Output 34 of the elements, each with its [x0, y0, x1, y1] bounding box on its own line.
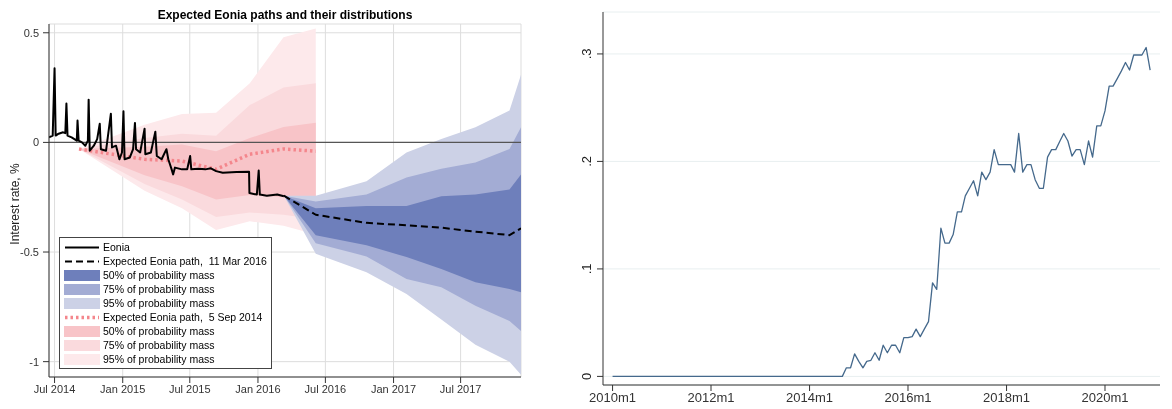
x-tick-label: Jan 2016 — [235, 382, 281, 395]
y-tick-label: .1 — [579, 263, 594, 275]
y-tick-label: 0 — [32, 136, 39, 149]
line-series — [77, 147, 318, 172]
legend-label: 95% of probability mass — [103, 296, 215, 310]
x-tick-label: 2010m1 — [589, 390, 637, 406]
legend-label: Expected Eonia path, 11 Mar 2016 — [103, 254, 267, 268]
legend-label: Eonia — [103, 240, 130, 254]
y-tick-label: -1 — [29, 355, 39, 368]
x-tick-label: 2014m1 — [786, 390, 834, 406]
legend-label: 95% of probability mass — [103, 352, 215, 366]
line-series — [611, 46, 1151, 378]
y-axis-title: Interest rate, % — [8, 163, 22, 245]
y-tick-label: 0 — [579, 372, 594, 381]
legend-label: 75% of probability mass — [103, 282, 215, 296]
x-tick-label: 2020m1 — [1081, 390, 1129, 406]
x-tick-label: Jul 2014 — [33, 382, 76, 395]
legend-label: 50% of probability mass — [103, 324, 215, 338]
x-tick-label: Jan 2015 — [100, 382, 146, 395]
legend-label: Expected Eonia path, 5 Sep 2014 — [103, 310, 263, 324]
x-tick-label: 2012m1 — [687, 390, 735, 406]
y-tick-label: .3 — [579, 48, 594, 60]
y-tick-label: -0.5 — [20, 246, 39, 259]
chart-title: Expected Eonia paths and their distributions — [156, 8, 414, 22]
legend-label: 50% of probability mass — [103, 268, 215, 282]
x-tick-label: 2018m1 — [983, 390, 1031, 406]
y-tick-label: .2 — [579, 155, 594, 167]
x-tick-label: Jan 2017 — [370, 382, 417, 395]
x-tick-label: Jul 2016 — [304, 382, 347, 395]
y-tick-label: 0.5 — [23, 26, 39, 39]
x-tick-label: 2016m1 — [884, 390, 932, 406]
legend-label: 75% of probability mass — [103, 338, 215, 352]
x-tick-label: Jul 2015 — [168, 382, 211, 395]
x-tick-label: Jul 2017 — [439, 382, 482, 395]
